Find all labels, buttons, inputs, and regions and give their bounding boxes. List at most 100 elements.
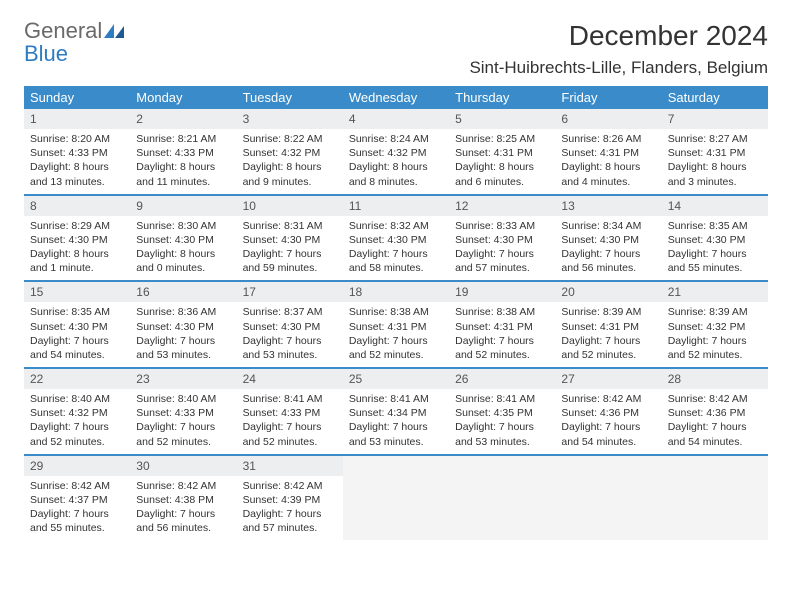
- day-number: 8: [24, 196, 130, 216]
- day-line-dl2: and 8 minutes.: [349, 175, 443, 189]
- day-line-dl2: and 52 minutes.: [668, 348, 762, 362]
- day-cell: 12Sunrise: 8:33 AMSunset: 4:30 PMDayligh…: [449, 196, 555, 281]
- day-details: Sunrise: 8:40 AMSunset: 4:32 PMDaylight:…: [24, 389, 130, 454]
- day-line-ss: Sunset: 4:30 PM: [30, 320, 124, 334]
- day-number: 20: [555, 282, 661, 302]
- day-number: 12: [449, 196, 555, 216]
- day-cell: 26Sunrise: 8:41 AMSunset: 4:35 PMDayligh…: [449, 369, 555, 454]
- day-cell: 29Sunrise: 8:42 AMSunset: 4:37 PMDayligh…: [24, 456, 130, 541]
- day-line-sr: Sunrise: 8:21 AM: [136, 132, 230, 146]
- day-line-dl1: Daylight: 7 hours: [136, 334, 230, 348]
- day-line-sr: Sunrise: 8:42 AM: [561, 392, 655, 406]
- day-line-ss: Sunset: 4:32 PM: [30, 406, 124, 420]
- day-cell: 23Sunrise: 8:40 AMSunset: 4:33 PMDayligh…: [130, 369, 236, 454]
- day-line-dl1: Daylight: 7 hours: [136, 420, 230, 434]
- day-line-sr: Sunrise: 8:24 AM: [349, 132, 443, 146]
- calendar-page: General Blue December 2024 Sint-Huibrech…: [0, 0, 792, 560]
- day-line-dl1: Daylight: 8 hours: [455, 160, 549, 174]
- day-details: Sunrise: 8:26 AMSunset: 4:31 PMDaylight:…: [555, 129, 661, 194]
- day-cell: 31Sunrise: 8:42 AMSunset: 4:39 PMDayligh…: [237, 456, 343, 541]
- day-cell: 24Sunrise: 8:41 AMSunset: 4:33 PMDayligh…: [237, 369, 343, 454]
- day-number: 13: [555, 196, 661, 216]
- day-line-dl2: and 4 minutes.: [561, 175, 655, 189]
- day-line-ss: Sunset: 4:30 PM: [243, 233, 337, 247]
- day-line-dl2: and 52 minutes.: [30, 435, 124, 449]
- day-number: 23: [130, 369, 236, 389]
- day-number: 9: [130, 196, 236, 216]
- day-line-dl1: Daylight: 7 hours: [349, 247, 443, 261]
- day-line-dl2: and 59 minutes.: [243, 261, 337, 275]
- day-line-dl1: Daylight: 8 hours: [30, 160, 124, 174]
- day-line-ss: Sunset: 4:32 PM: [243, 146, 337, 160]
- day-cell: 15Sunrise: 8:35 AMSunset: 4:30 PMDayligh…: [24, 282, 130, 367]
- day-line-dl2: and 53 minutes.: [243, 348, 337, 362]
- day-cell: 8Sunrise: 8:29 AMSunset: 4:30 PMDaylight…: [24, 196, 130, 281]
- day-line-sr: Sunrise: 8:40 AM: [30, 392, 124, 406]
- day-line-sr: Sunrise: 8:35 AM: [30, 305, 124, 319]
- day-line-dl1: Daylight: 7 hours: [561, 420, 655, 434]
- day-details: Sunrise: 8:35 AMSunset: 4:30 PMDaylight:…: [662, 216, 768, 281]
- day-line-dl1: Daylight: 7 hours: [30, 507, 124, 521]
- day-line-ss: Sunset: 4:33 PM: [136, 406, 230, 420]
- day-line-sr: Sunrise: 8:26 AM: [561, 132, 655, 146]
- day-number: 2: [130, 109, 236, 129]
- day-line-sr: Sunrise: 8:36 AM: [136, 305, 230, 319]
- day-line-dl2: and 56 minutes.: [561, 261, 655, 275]
- day-number: 1: [24, 109, 130, 129]
- day-line-dl1: Daylight: 7 hours: [455, 334, 549, 348]
- day-line-dl1: Daylight: 7 hours: [561, 247, 655, 261]
- day-number: 4: [343, 109, 449, 129]
- day-line-ss: Sunset: 4:30 PM: [561, 233, 655, 247]
- day-details: Sunrise: 8:42 AMSunset: 4:37 PMDaylight:…: [24, 476, 130, 541]
- day-details: Sunrise: 8:41 AMSunset: 4:34 PMDaylight:…: [343, 389, 449, 454]
- day-number: 11: [343, 196, 449, 216]
- day-line-sr: Sunrise: 8:41 AM: [243, 392, 337, 406]
- day-line-dl1: Daylight: 7 hours: [455, 420, 549, 434]
- day-line-sr: Sunrise: 8:20 AM: [30, 132, 124, 146]
- day-line-sr: Sunrise: 8:42 AM: [243, 479, 337, 493]
- day-line-dl1: Daylight: 7 hours: [349, 334, 443, 348]
- day-details: Sunrise: 8:42 AMSunset: 4:39 PMDaylight:…: [237, 476, 343, 541]
- day-line-dl2: and 53 minutes.: [136, 348, 230, 362]
- weekday-header-row: SundayMondayTuesdayWednesdayThursdayFrid…: [24, 86, 768, 109]
- day-line-dl2: and 52 minutes.: [136, 435, 230, 449]
- day-cell: 16Sunrise: 8:36 AMSunset: 4:30 PMDayligh…: [130, 282, 236, 367]
- day-line-sr: Sunrise: 8:37 AM: [243, 305, 337, 319]
- day-line-dl2: and 6 minutes.: [455, 175, 549, 189]
- week-row: 15Sunrise: 8:35 AMSunset: 4:30 PMDayligh…: [24, 282, 768, 369]
- day-line-ss: Sunset: 4:31 PM: [455, 146, 549, 160]
- day-line-dl1: Daylight: 7 hours: [668, 334, 762, 348]
- day-cell-empty: [662, 456, 768, 541]
- day-cell: 3Sunrise: 8:22 AMSunset: 4:32 PMDaylight…: [237, 109, 343, 194]
- day-number: 7: [662, 109, 768, 129]
- day-line-dl2: and 52 minutes.: [243, 435, 337, 449]
- day-details: Sunrise: 8:35 AMSunset: 4:30 PMDaylight:…: [24, 302, 130, 367]
- day-details: Sunrise: 8:37 AMSunset: 4:30 PMDaylight:…: [237, 302, 343, 367]
- day-line-dl1: Daylight: 7 hours: [243, 420, 337, 434]
- day-line-dl2: and 54 minutes.: [668, 435, 762, 449]
- day-details: Sunrise: 8:31 AMSunset: 4:30 PMDaylight:…: [237, 216, 343, 281]
- day-line-sr: Sunrise: 8:39 AM: [561, 305, 655, 319]
- day-line-dl1: Daylight: 8 hours: [136, 247, 230, 261]
- day-number: 30: [130, 456, 236, 476]
- day-details: Sunrise: 8:20 AMSunset: 4:33 PMDaylight:…: [24, 129, 130, 194]
- weeks-container: 1Sunrise: 8:20 AMSunset: 4:33 PMDaylight…: [24, 109, 768, 540]
- weekday-header: Thursday: [449, 86, 555, 109]
- day-details: Sunrise: 8:30 AMSunset: 4:30 PMDaylight:…: [130, 216, 236, 281]
- day-line-dl1: Daylight: 7 hours: [668, 247, 762, 261]
- day-line-dl2: and 9 minutes.: [243, 175, 337, 189]
- day-cell: 6Sunrise: 8:26 AMSunset: 4:31 PMDaylight…: [555, 109, 661, 194]
- weekday-header: Wednesday: [343, 86, 449, 109]
- day-details: Sunrise: 8:41 AMSunset: 4:35 PMDaylight:…: [449, 389, 555, 454]
- day-line-dl1: Daylight: 7 hours: [243, 247, 337, 261]
- calendar-grid: SundayMondayTuesdayWednesdayThursdayFrid…: [24, 86, 768, 540]
- day-cell: 13Sunrise: 8:34 AMSunset: 4:30 PMDayligh…: [555, 196, 661, 281]
- day-line-ss: Sunset: 4:36 PM: [561, 406, 655, 420]
- day-number: 24: [237, 369, 343, 389]
- day-cell: 14Sunrise: 8:35 AMSunset: 4:30 PMDayligh…: [662, 196, 768, 281]
- day-cell: 20Sunrise: 8:39 AMSunset: 4:31 PMDayligh…: [555, 282, 661, 367]
- day-details: Sunrise: 8:38 AMSunset: 4:31 PMDaylight:…: [449, 302, 555, 367]
- day-line-dl2: and 1 minute.: [30, 261, 124, 275]
- day-details: Sunrise: 8:36 AMSunset: 4:30 PMDaylight:…: [130, 302, 236, 367]
- day-line-ss: Sunset: 4:30 PM: [668, 233, 762, 247]
